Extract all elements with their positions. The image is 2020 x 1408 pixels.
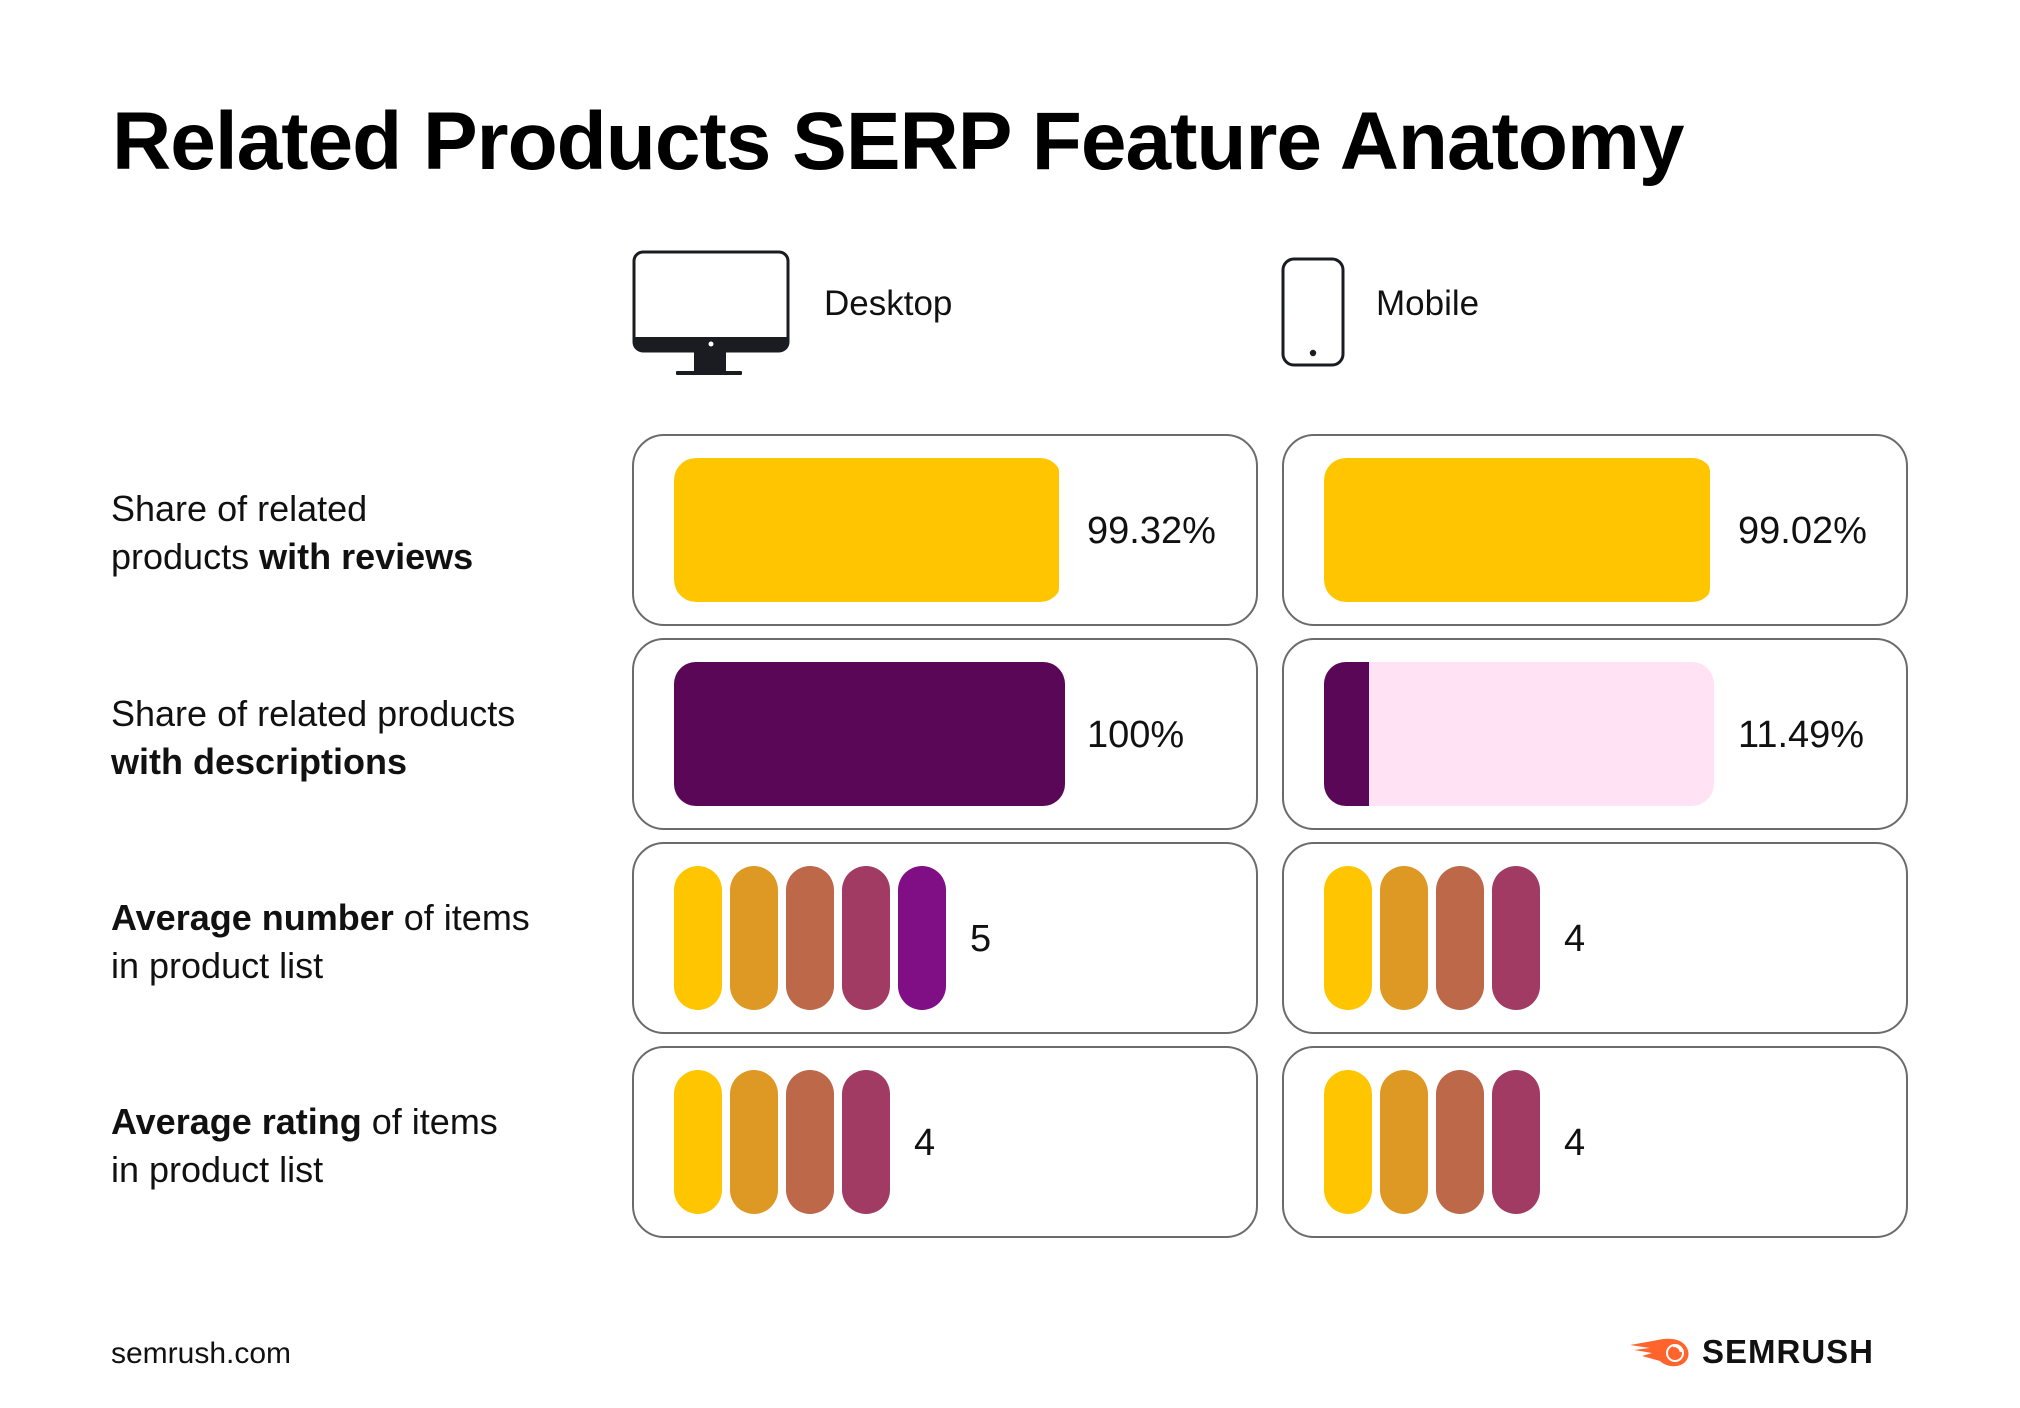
pill xyxy=(1380,1070,1428,1214)
pill xyxy=(1380,866,1428,1010)
desktop-monitor-icon xyxy=(632,250,790,375)
mobile-avg-number-value: 4 xyxy=(1564,918,1586,960)
pill xyxy=(1492,1070,1540,1214)
row-label-descriptions: Share of related products with descripti… xyxy=(111,693,516,782)
pill xyxy=(898,866,946,1010)
rating-pills xyxy=(1324,1070,1540,1214)
pill xyxy=(1492,866,1540,1010)
semrush-wordmark: SEMRUSH xyxy=(1702,1333,1875,1370)
mobile-descriptions-card: 11.49% xyxy=(1282,638,1908,830)
reviews-bar-track xyxy=(674,458,1062,602)
desktop-reviews-card: 99.32% xyxy=(632,434,1258,626)
desktop-avg-number-value: 5 xyxy=(970,918,992,960)
mobile-descriptions-value: 11.49% xyxy=(1738,714,1865,756)
descriptions-bar-track xyxy=(674,662,1065,806)
item-pills xyxy=(674,866,946,1010)
mobile-reviews-card: 99.02% xyxy=(1282,434,1908,626)
page-title: Related Products SERP Feature Anatomy xyxy=(112,96,1685,187)
row-label-avg-number: Average number of items in product list xyxy=(111,897,530,986)
row-label-reviews: Share of related products with reviews xyxy=(111,488,474,577)
desktop-descriptions-value: 100% xyxy=(1087,714,1185,756)
pill xyxy=(730,866,778,1010)
reviews-bar-track xyxy=(1324,458,1714,602)
mobile-reviews-value: 99.02% xyxy=(1738,510,1867,552)
mobile-avg-rating-value: 4 xyxy=(1564,1122,1586,1164)
pill xyxy=(842,1070,890,1214)
pill xyxy=(674,866,722,1010)
pill xyxy=(1324,866,1372,1010)
descriptions-bar-fill xyxy=(674,662,1065,806)
pill xyxy=(1436,866,1484,1010)
mobile-label: Mobile xyxy=(1376,284,1480,323)
mobile-avg-rating-card: 4 xyxy=(1282,1046,1908,1238)
desktop-avg-rating-value: 4 xyxy=(914,1122,936,1164)
rating-pills xyxy=(674,1070,890,1214)
pill xyxy=(1324,1070,1372,1214)
pill xyxy=(674,1070,722,1214)
reviews-bar-fill xyxy=(1324,458,1711,602)
desktop-avg-number-card: 5 xyxy=(632,842,1258,1034)
reviews-bar-fill xyxy=(674,458,1060,602)
pill xyxy=(786,1070,834,1214)
footer-url: semrush.com xyxy=(111,1337,292,1370)
row-label-avg-rating: Average rating of items in product list xyxy=(111,1101,498,1190)
pill xyxy=(786,866,834,1010)
item-pills xyxy=(1324,866,1540,1010)
desktop-label: Desktop xyxy=(824,284,953,323)
pill xyxy=(1436,1070,1484,1214)
mobile-phone-icon xyxy=(1281,257,1345,367)
desktop-reviews-value: 99.32% xyxy=(1087,510,1216,552)
descriptions-bar-track xyxy=(1324,662,1714,806)
pill xyxy=(842,866,890,1010)
descriptions-bar-fill xyxy=(1324,662,1369,806)
mobile-avg-number-card: 4 xyxy=(1282,842,1908,1034)
desktop-descriptions-card: 100% xyxy=(632,638,1258,830)
desktop-avg-rating-card: 4 xyxy=(632,1046,1258,1238)
semrush-logo: SEMRUSH xyxy=(1628,1334,1874,1370)
pill xyxy=(730,1070,778,1214)
semrush-fireball-icon xyxy=(1630,1338,1689,1367)
